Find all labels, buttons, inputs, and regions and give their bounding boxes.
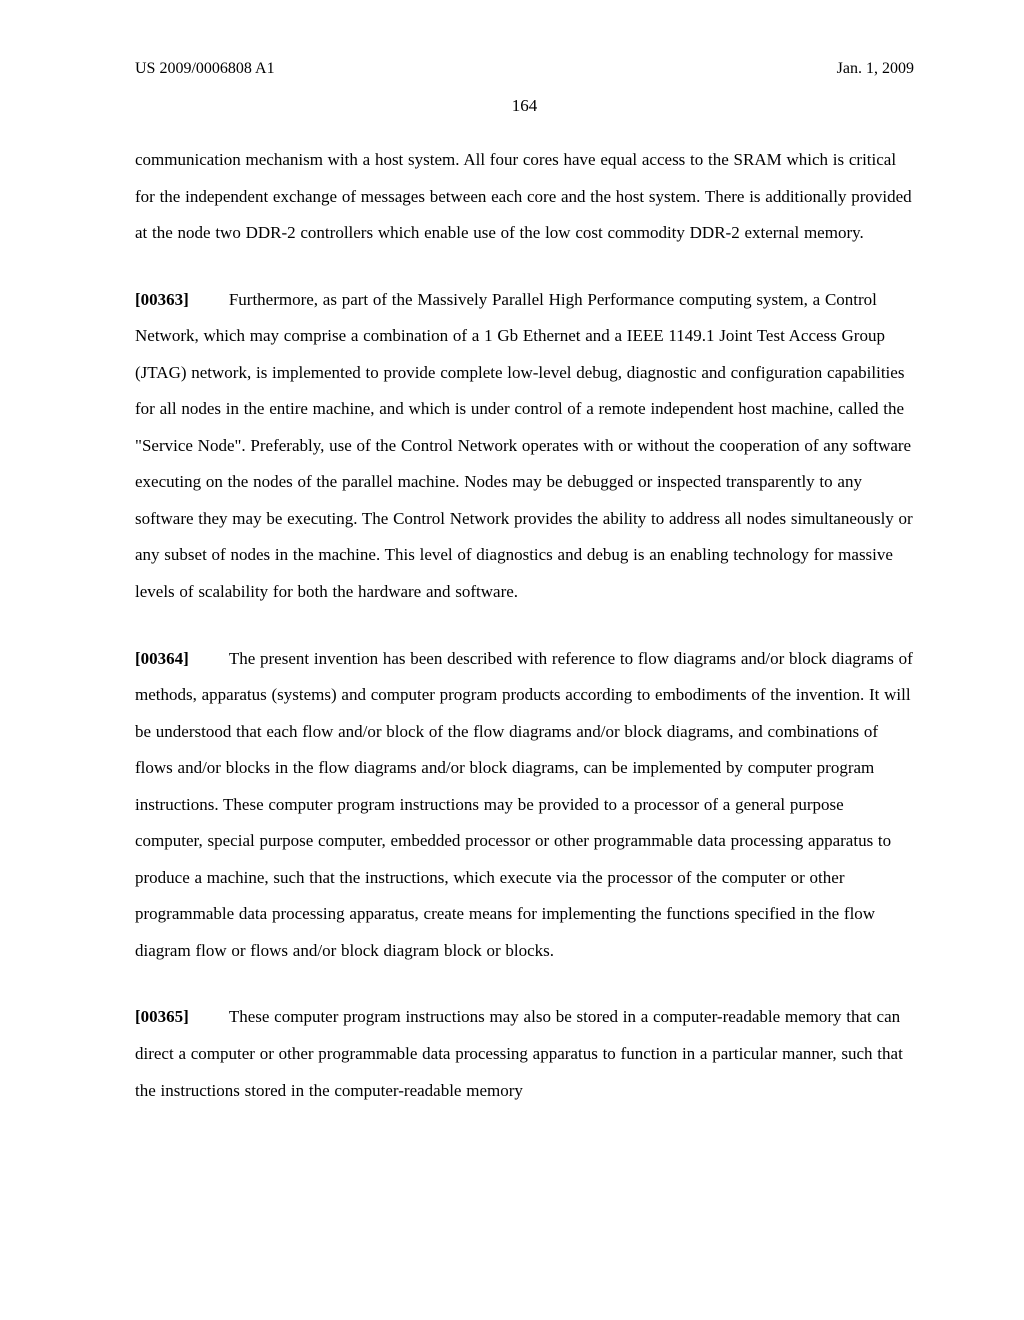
publication-date: Jan. 1, 2009: [837, 60, 914, 78]
patent-page: US 2009/0006808 A1 Jan. 1, 2009 164 comm…: [0, 0, 1024, 1320]
paragraph-00363: [00363]Furthermore, as part of the Massi…: [135, 282, 914, 611]
paragraph-00364: [00364]The present invention has been de…: [135, 641, 914, 970]
page-header: US 2009/0006808 A1 Jan. 1, 2009: [135, 60, 914, 78]
paragraph-number: [00364]: [135, 641, 189, 678]
paragraph-00365: [00365]These computer program instructio…: [135, 999, 914, 1109]
paragraph-text: The present invention has been described…: [135, 649, 913, 960]
publication-number: US 2009/0006808 A1: [135, 60, 275, 78]
page-number: 164: [135, 96, 914, 116]
paragraph-number: [00365]: [135, 999, 189, 1036]
paragraph-continuation: communication mechanism with a host syst…: [135, 142, 914, 252]
paragraph-number: [00363]: [135, 282, 189, 319]
paragraph-text: Furthermore, as part of the Massively Pa…: [135, 290, 913, 601]
paragraph-text: These computer program instructions may …: [135, 1007, 903, 1099]
